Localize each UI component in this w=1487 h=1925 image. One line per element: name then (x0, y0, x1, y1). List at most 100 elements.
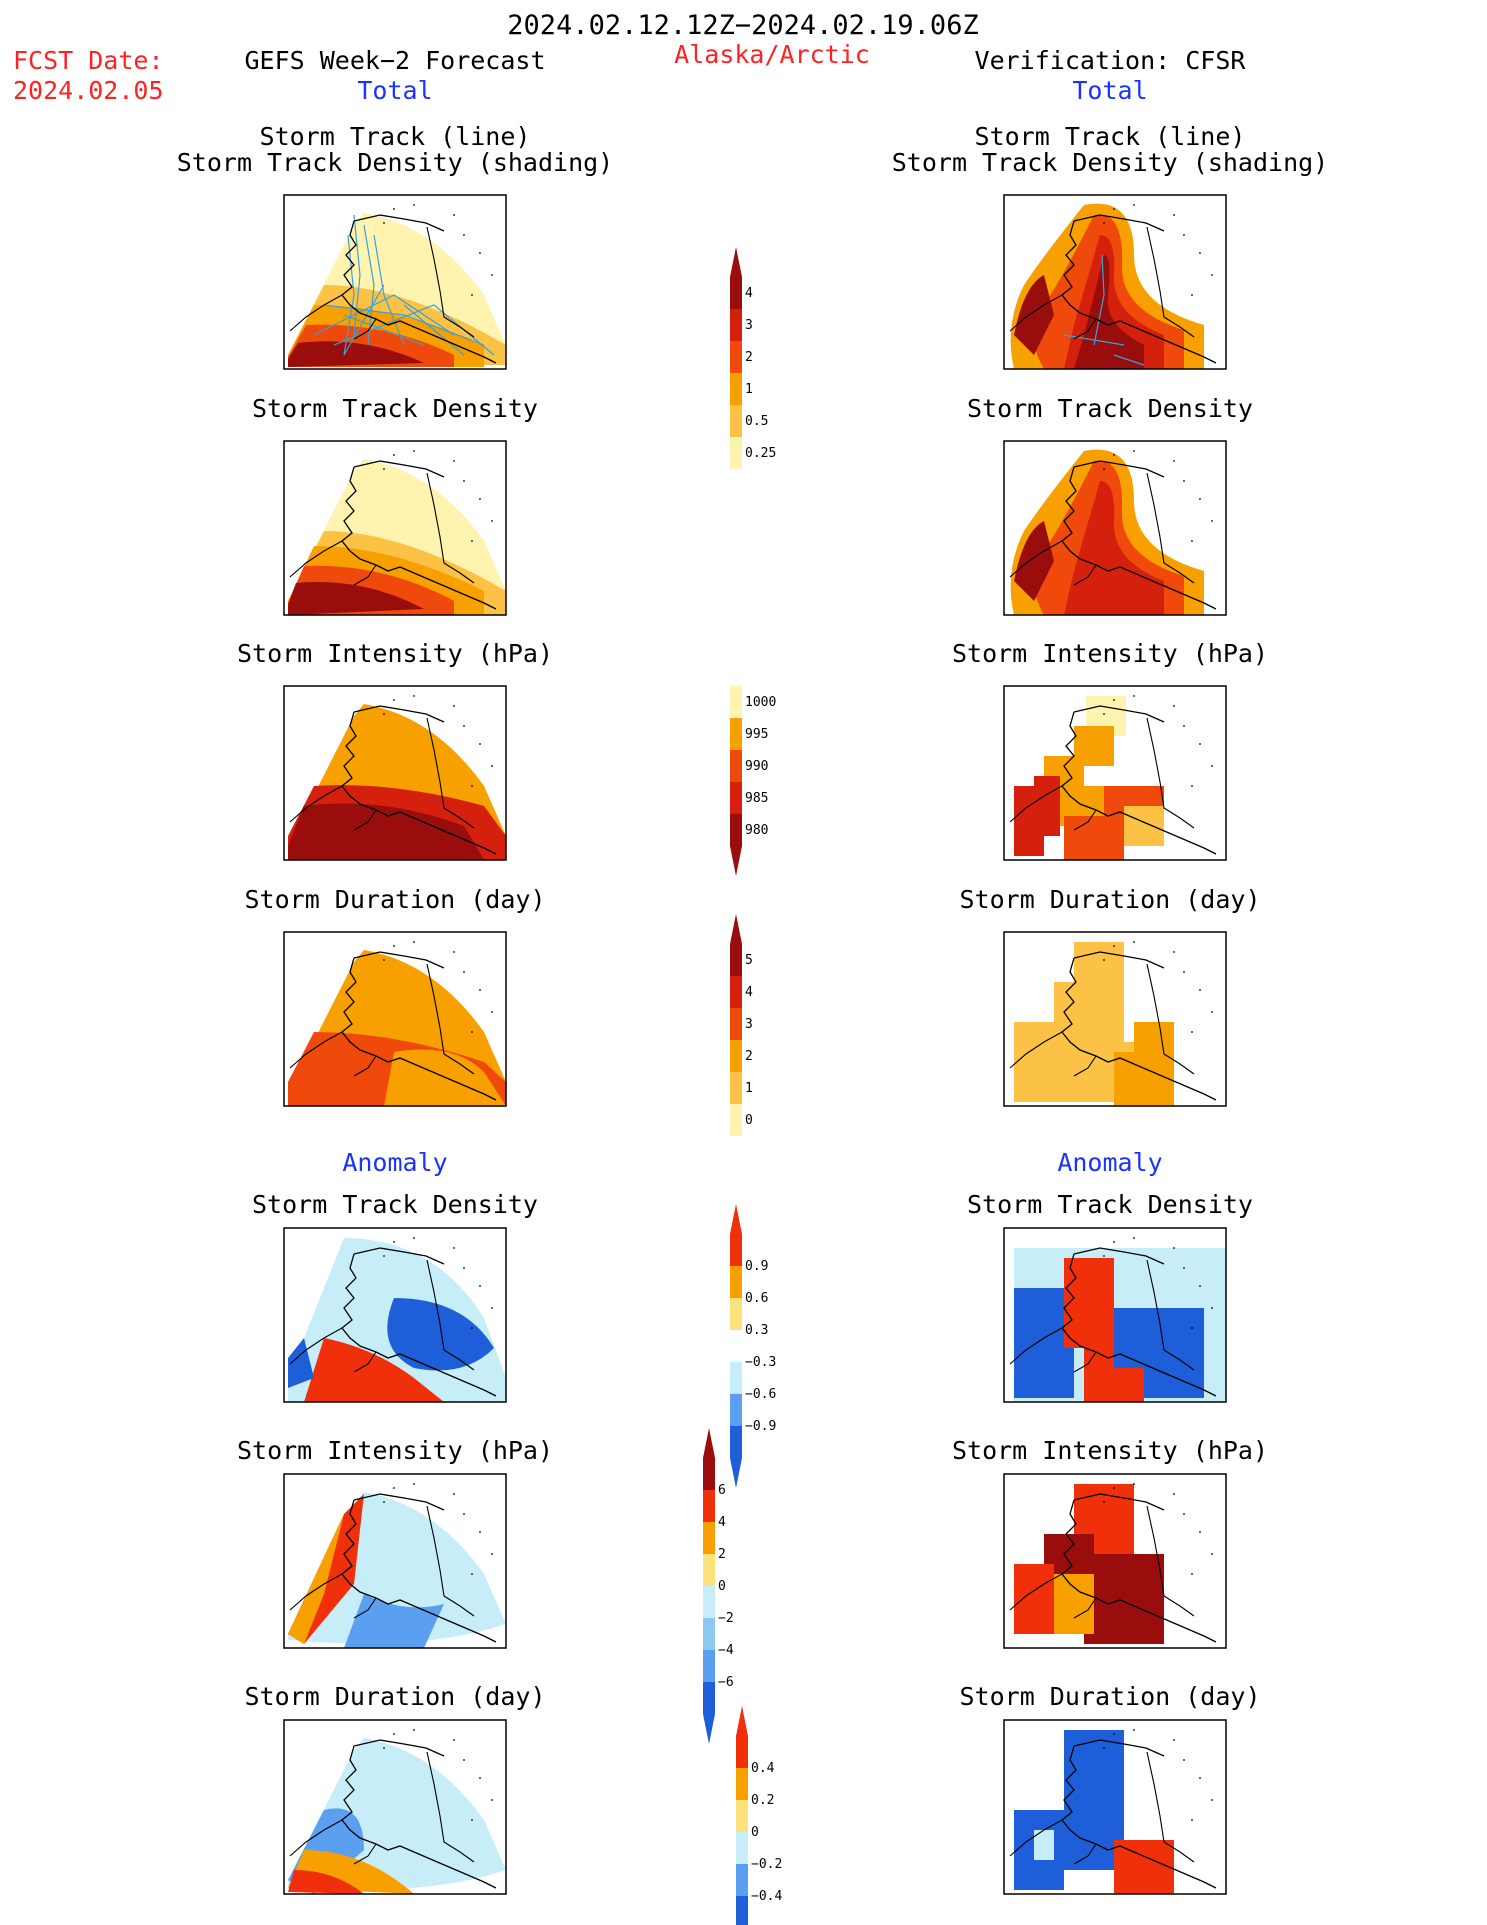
colorbar-box (730, 1266, 742, 1298)
region-title: Alaska/Arctic (674, 40, 870, 69)
panel-title-anom-duration-right: Storm Duration (day) (959, 1682, 1261, 1711)
colorbar-tick-label: −0.4 (751, 1889, 782, 1904)
panel-title-intensity-right: Storm Intensity (hPa) (951, 639, 1269, 668)
grid-cell (1114, 1840, 1174, 1894)
colorbar-box (703, 1490, 715, 1522)
colorbar-tick-label: −0.9 (745, 1419, 776, 1434)
map-fcst-anom-density (283, 1227, 507, 1403)
map-frame (1003, 1719, 1227, 1895)
colorbar-box (736, 1896, 748, 1925)
panel-title-track-line-left: Storm Track (line) (259, 122, 531, 151)
panel-title-duration-right: Storm Duration (day) (959, 885, 1261, 914)
colorbar-box (730, 1072, 742, 1104)
panel-title-anom-intensity-left: Storm Intensity (hPa) (236, 1436, 554, 1465)
contour-band (1074, 255, 1144, 369)
colorbar-box (730, 1330, 742, 1362)
colorbar-tick-label: −0.6 (745, 1387, 776, 1402)
colorbar-box (730, 750, 742, 782)
colorbar-box (730, 814, 742, 846)
anomaly-label-left: Anomaly (342, 1148, 448, 1177)
colorbar-box (736, 1800, 748, 1832)
colorbar-box (730, 718, 742, 750)
grid-cell (1064, 816, 1124, 860)
colorbar-arrow-top (703, 1428, 715, 1458)
track-line (343, 284, 385, 356)
colorbar-tick-label: 0 (745, 1113, 753, 1128)
grid-cell (1134, 1022, 1174, 1062)
colorbar-tick-label: 985 (745, 791, 768, 806)
colorbar-arrow-top (730, 247, 742, 277)
verification-title: Verification: CFSR (974, 46, 1246, 75)
colorbar-tick-label: 0 (751, 1825, 759, 1840)
fcst-date-label: FCST Date: (13, 46, 164, 75)
colorbar-tick-label: 0.5 (745, 414, 768, 429)
contour-band (1064, 481, 1164, 615)
panel-title-anom-intensity-right: Storm Intensity (hPa) (951, 1436, 1269, 1465)
panel-title-anom-density-right: Storm Track Density (967, 1190, 1253, 1219)
colorbar-tick-label: 995 (745, 727, 768, 742)
colorbar-box (703, 1682, 715, 1714)
colorbar-box (730, 976, 742, 1008)
colorbar: 0.9 0.6 0.3 −0.3 −0.6 −0.9 (730, 1204, 776, 1488)
colorbar-tick-label: 0.6 (745, 1291, 768, 1306)
colorbar-box (730, 373, 742, 405)
grid-cell (1014, 1564, 1054, 1634)
map-cfsr-track-density (1003, 440, 1227, 616)
colorbar-arrow-bottom (703, 1714, 715, 1744)
panel-title-density-left: Storm Track Density (252, 394, 538, 423)
colorbar-box (736, 1864, 748, 1896)
colorbar-box (730, 277, 742, 309)
map-cfsr-duration (1003, 931, 1227, 1107)
colorbar: 0.4 0.2 0 −0.2 −0.4 (736, 1706, 782, 1925)
map-fcst-track-density-lines (283, 194, 507, 370)
map-cfsr-anom-density (1003, 1227, 1227, 1403)
colorbar-tick-label: 2 (745, 350, 753, 365)
total-label-right: Total (1072, 76, 1148, 105)
colorbar-box (730, 782, 742, 814)
contour-band (288, 803, 484, 860)
colorbar-box (730, 1008, 742, 1040)
date-range-title: 2024.02.12.12Z−2024.02.19.06Z (507, 10, 979, 41)
colorbar-box (736, 1768, 748, 1800)
colorbar-tick-label: −6 (718, 1675, 734, 1690)
contour-band (1014, 521, 1054, 601)
map-cfsr-track-density-lines (1003, 194, 1227, 370)
colorbar-tick-label: 0.9 (745, 1259, 768, 1274)
colorbar-tick-label: 4 (718, 1515, 726, 1530)
grid-cell (1034, 776, 1060, 836)
map-fcst-anom-intensity (283, 1473, 507, 1649)
track-line (353, 214, 361, 336)
grid-cell (1084, 1368, 1144, 1402)
panel-title-track-shading-right: Storm Track Density (shading) (891, 148, 1329, 177)
colorbar-tick-label: 0 (718, 1579, 726, 1594)
grid-cell (1124, 806, 1164, 846)
grid-cell (1084, 1554, 1164, 1644)
map-fcst-intensity (283, 685, 507, 861)
colorbar-tick-label: −4 (718, 1643, 734, 1658)
colorbar-arrow-top (730, 1204, 742, 1234)
colorbar-tick-label: −2 (718, 1611, 734, 1626)
map-frame (283, 1719, 507, 1895)
colorbar-arrow-top (730, 914, 742, 944)
map-frame (1003, 1227, 1227, 1403)
fcst-date-value: 2024.02.05 (13, 76, 164, 105)
colorbar-tick-label: 1000 (745, 695, 776, 710)
colorbar-tick-label: −0.3 (745, 1355, 776, 1370)
forecast-title: GEFS Week−2 Forecast (244, 46, 546, 75)
colorbar-tick-label: 0.2 (751, 1793, 774, 1808)
track-line (313, 294, 455, 336)
colorbar-box (730, 1234, 742, 1266)
colorbar-box (703, 1522, 715, 1554)
map-frame (283, 1227, 507, 1403)
colorbar-box (730, 309, 742, 341)
colorbar-box (730, 686, 742, 718)
colorbar-box (703, 1618, 715, 1650)
colorbar-tick-label: 5 (745, 953, 753, 968)
panel-title-intensity-left: Storm Intensity (hPa) (236, 639, 554, 668)
colorbar-box (736, 1736, 748, 1768)
map-frame (283, 931, 507, 1107)
colorbar-tick-label: 3 (745, 1017, 753, 1032)
track-line (1113, 354, 1145, 366)
panel-title-duration-left: Storm Duration (day) (244, 885, 546, 914)
